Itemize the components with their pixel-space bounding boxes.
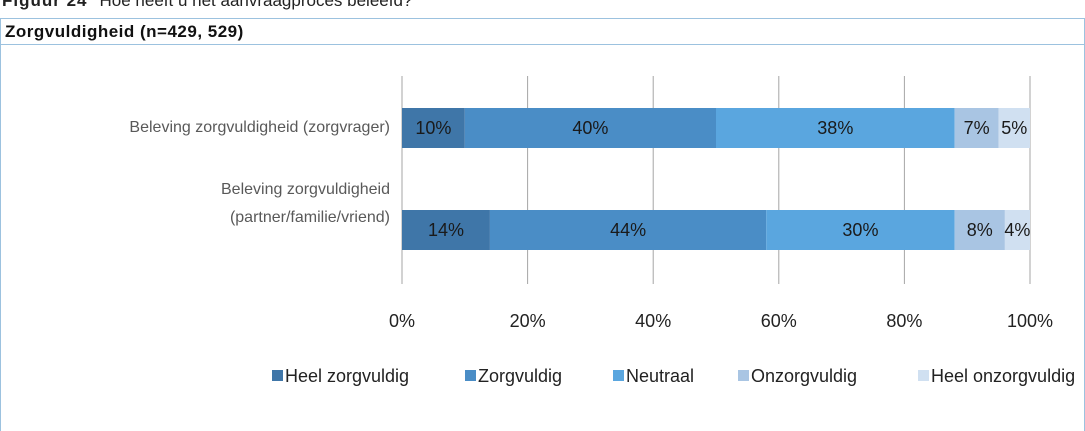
- bar-segment: [716, 108, 955, 148]
- legend-swatch: [918, 370, 929, 381]
- legend-swatch: [272, 370, 283, 381]
- y-tick-label: Beleving zorgvuldigheid (partner/familie…: [221, 181, 390, 226]
- x-tick-label: 20%: [510, 311, 546, 331]
- legend-swatch: [465, 370, 476, 381]
- value-label: 30%: [842, 220, 878, 240]
- legend-label: Heel onzorgvuldig: [931, 366, 1075, 386]
- value-label: 5%: [1001, 118, 1027, 138]
- x-tick-label: 60%: [761, 311, 797, 331]
- bar-segment: [489, 210, 767, 250]
- value-label: 10%: [415, 118, 451, 138]
- value-label: 4%: [1004, 220, 1030, 240]
- x-tick-label: 0%: [389, 311, 415, 331]
- bar-segment: [464, 108, 716, 148]
- legend-label: Onzorgvuldig: [751, 366, 857, 386]
- legend-label: Heel zorgvuldig: [285, 366, 409, 386]
- bar-segment: [1004, 210, 1030, 250]
- legend-swatch: [738, 370, 749, 381]
- figure-caption: Figuur 24 Hoe heeft u het aanvraagproces …: [2, 0, 412, 11]
- chart-title: Zorgvuldigheid (n=429, 529): [5, 22, 244, 41]
- value-label: 8%: [967, 220, 993, 240]
- bar-segment: [402, 210, 490, 250]
- legend-label: Neutraal: [626, 366, 694, 386]
- value-label: 40%: [572, 118, 608, 138]
- x-tick-label: 80%: [886, 311, 922, 331]
- bar-segment: [954, 210, 1005, 250]
- bar-segment: [766, 210, 955, 250]
- bar-segment: [998, 108, 1030, 148]
- value-label: 7%: [964, 118, 990, 138]
- value-label: 14%: [428, 220, 464, 240]
- y-tick-label: Beleving zorgvuldigheid (zorgvrager): [129, 119, 390, 136]
- legend-label: Zorgvuldig: [478, 366, 562, 386]
- bar-segment: [954, 108, 999, 148]
- x-tick-label: 40%: [635, 311, 671, 331]
- legend-swatch: [613, 370, 624, 381]
- value-label: 44%: [610, 220, 646, 240]
- figure-number: Figuur 24: [2, 0, 88, 10]
- bar-segment: [402, 108, 465, 148]
- value-label: 38%: [817, 118, 853, 138]
- caption-text: Hoe heeft u het aanvraagproces beleefd?: [99, 0, 413, 10]
- x-tick-label: 100%: [1007, 311, 1053, 331]
